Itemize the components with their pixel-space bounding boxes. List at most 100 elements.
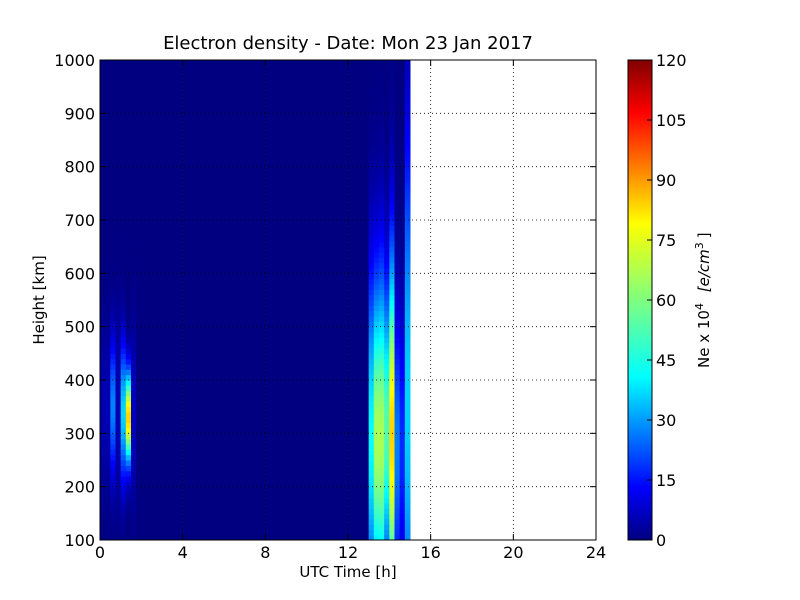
heatmap-cell [275, 145, 282, 152]
heatmap-cell [296, 204, 302, 210]
heatmap-cell [301, 268, 308, 274]
heatmap-cell [162, 161, 168, 168]
heatmap-cell [187, 172, 194, 178]
heatmap-cell [311, 92, 318, 98]
heatmap-cell [110, 412, 116, 418]
heatmap-cell [213, 481, 220, 488]
heatmap-cell [110, 518, 116, 525]
heatmap-cell [348, 118, 354, 125]
heatmap-cell [110, 406, 116, 413]
heatmap-cell [265, 518, 271, 525]
heatmap-cell [260, 497, 266, 504]
heatmap-cell [167, 156, 173, 162]
heatmap-cell [265, 337, 271, 344]
heatmap-cell [270, 230, 277, 237]
heatmap-cell [358, 454, 364, 461]
heatmap-cell [136, 374, 142, 381]
heatmap-cell [306, 358, 313, 365]
heatmap-cell [172, 284, 178, 290]
heatmap-cell [187, 76, 194, 82]
heatmap-cell [260, 65, 266, 72]
heatmap-cell [120, 438, 127, 445]
heatmap-cell [322, 225, 328, 232]
heatmap-cell [280, 326, 287, 333]
heatmap-cell [172, 316, 178, 322]
heatmap-cell [342, 193, 349, 200]
heatmap-cell [301, 262, 308, 269]
heatmap-cell [280, 332, 287, 338]
heatmap-cell [177, 252, 184, 258]
heatmap-cell [332, 273, 339, 280]
heatmap-cell [249, 230, 256, 237]
heatmap-cell [358, 102, 364, 109]
heatmap-cell [384, 524, 390, 530]
heatmap-cell [105, 502, 111, 509]
heatmap-cell [136, 289, 142, 296]
heatmap-cell [265, 364, 271, 370]
heatmap-cell [332, 380, 339, 386]
heatmap-cell [270, 86, 277, 93]
heatmap-cell [172, 326, 178, 333]
heatmap-cell [146, 118, 153, 125]
heatmap-cell [301, 481, 308, 488]
heatmap-cell [151, 294, 158, 301]
heatmap-cell [162, 310, 168, 317]
heatmap-cell [100, 278, 106, 285]
heatmap-cell [249, 246, 256, 253]
heatmap-cell [239, 316, 246, 322]
heatmap-cell [136, 316, 142, 322]
heatmap-cell [348, 369, 354, 376]
heatmap-cell [275, 262, 282, 269]
heatmap-cell [115, 465, 122, 472]
heatmap-cell [327, 209, 333, 216]
heatmap-cell [260, 198, 266, 205]
heatmap-cell [162, 262, 168, 269]
heatmap-cell [136, 70, 142, 77]
heatmap-cell [322, 246, 328, 253]
heatmap-cell [353, 225, 359, 232]
heatmap-cell [131, 188, 137, 194]
heatmap-cell [136, 97, 142, 104]
heatmap-cell [296, 289, 302, 296]
heatmap-cell [156, 209, 163, 216]
heatmap-cell [358, 145, 364, 152]
heatmap-cell [239, 172, 246, 178]
heatmap-cell [120, 156, 127, 162]
heatmap-cell [203, 513, 209, 520]
heatmap-cell [100, 337, 106, 344]
heatmap-cell [156, 134, 163, 141]
heatmap-cell [120, 140, 127, 146]
heatmap-cell [249, 348, 256, 354]
heatmap-cell [229, 65, 235, 72]
heatmap-cell [193, 225, 199, 232]
heatmap-cell [291, 214, 297, 221]
heatmap-cell [182, 262, 189, 269]
heatmap-cell [265, 140, 271, 146]
heatmap-cell [260, 417, 266, 424]
heatmap-cell [280, 124, 287, 130]
heatmap-cell [317, 198, 323, 205]
heatmap-cell [115, 70, 122, 77]
heatmap-cell [301, 470, 308, 477]
heatmap-cell [296, 390, 302, 397]
heatmap-cell [193, 369, 199, 376]
heatmap-cell [229, 209, 235, 216]
heatmap-cell [136, 294, 142, 301]
heatmap-cell [296, 486, 302, 493]
heatmap-cell [327, 177, 333, 184]
heatmap-cell [260, 364, 266, 370]
heatmap-cell [136, 204, 142, 210]
heatmap-cell [322, 513, 328, 520]
heatmap-cell [275, 209, 282, 216]
heatmap-cell [198, 369, 204, 376]
heatmap-cell [125, 140, 132, 146]
heatmap-cell [384, 348, 390, 354]
heatmap-cell [115, 182, 122, 189]
heatmap-cell [379, 406, 385, 413]
heatmap-cell [286, 108, 292, 114]
heatmap-cell [177, 193, 184, 200]
heatmap-cell [332, 481, 339, 488]
heatmap-cell [229, 438, 235, 445]
heatmap-cell [306, 284, 313, 290]
heatmap-cell [224, 60, 230, 66]
